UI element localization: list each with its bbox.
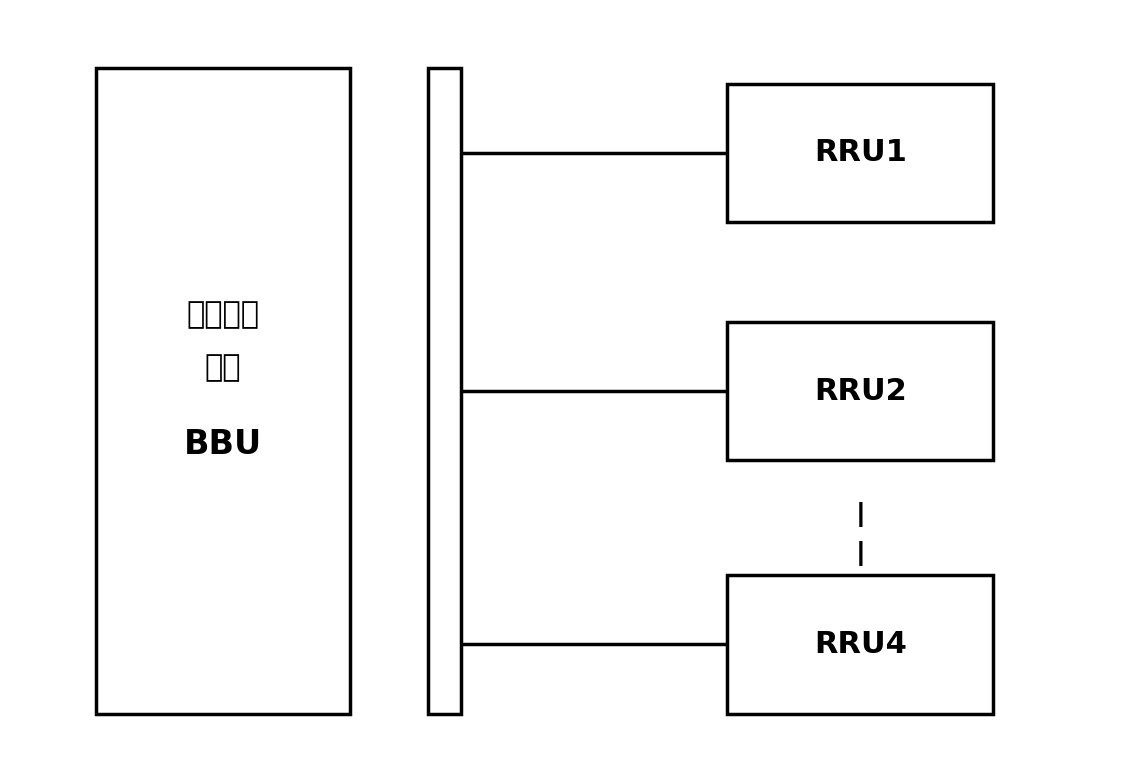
Bar [427, 68, 461, 714]
Bar [727, 576, 993, 714]
Text: BBU: BBU [184, 429, 263, 461]
Text: I
I: I I [855, 501, 865, 572]
Bar [95, 68, 350, 714]
Text: 单元: 单元 [205, 353, 241, 382]
Text: RRU1: RRU1 [813, 138, 907, 167]
Bar [727, 322, 993, 460]
Text: RRU2: RRU2 [813, 376, 907, 406]
Text: 基带处理: 基带处理 [186, 300, 259, 328]
Text: RRU4: RRU4 [813, 630, 907, 659]
Bar [727, 84, 993, 222]
